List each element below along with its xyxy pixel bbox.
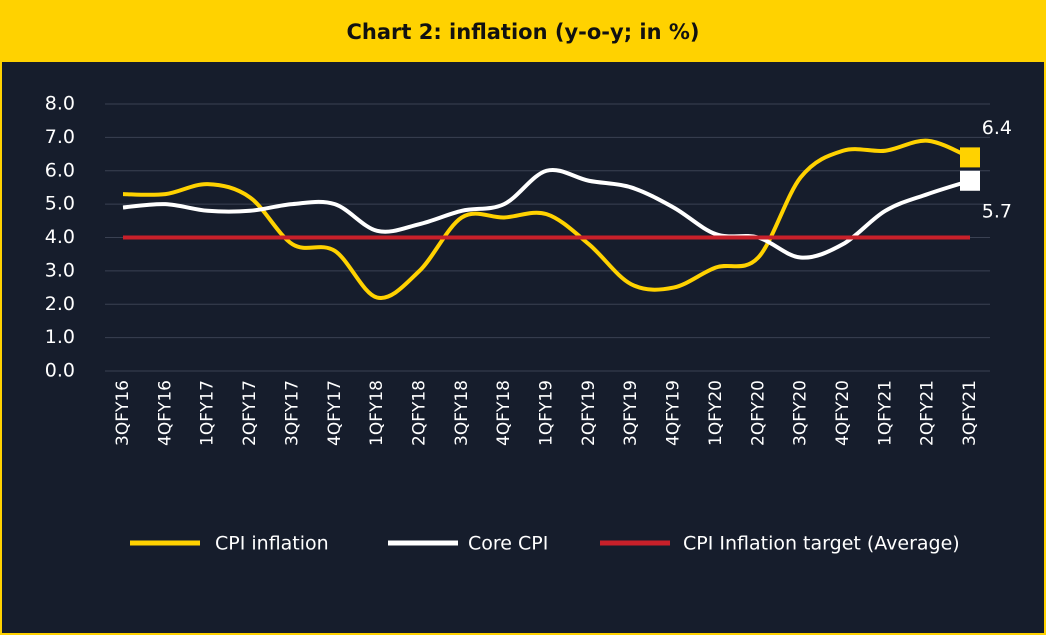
x-tick-label: 3QFY18 — [452, 380, 472, 446]
x-tick-label: 2QFY20 — [748, 380, 768, 446]
x-tick-label: 2QFY19 — [579, 380, 599, 446]
legend-label: CPI inflation — [215, 533, 329, 555]
series-line — [122, 167, 971, 260]
legend-label: CPI Inflation target (Average) — [683, 533, 960, 555]
series-line — [122, 138, 971, 300]
x-tick-label: 2QFY21 — [918, 380, 938, 446]
x-tick-label: 1QFY21 — [875, 380, 895, 446]
y-tick-label: 0.0 — [45, 360, 75, 382]
data-label: 6.4 — [982, 117, 1012, 139]
x-tick-label: 2QFY18 — [409, 380, 429, 446]
chart-title: Chart 2: inflation (y-o-y; in %) — [346, 20, 699, 44]
x-tick-label: 1QFY20 — [706, 380, 726, 446]
header — [0, 0, 1046, 62]
end-marker — [960, 147, 980, 168]
x-tick-label: 3QFY21 — [960, 380, 980, 446]
y-tick-label: 1.0 — [45, 326, 75, 348]
x-tick-label: 3QFY19 — [621, 380, 641, 446]
x-tick-label: 4QFY16 — [155, 380, 175, 446]
x-tick-label: 2QFY17 — [240, 380, 260, 446]
legend-label: Core CPI — [468, 533, 548, 555]
x-tick-label: 3QFY20 — [791, 380, 811, 446]
y-tick-label: 5.0 — [45, 193, 75, 215]
x-tick-label: 4QFY18 — [494, 380, 514, 446]
y-tick-label: 8.0 — [45, 93, 75, 115]
x-tick-label: 4QFY20 — [833, 380, 853, 446]
x-tick-label: 1QFY19 — [537, 380, 557, 446]
y-tick-label: 7.0 — [45, 126, 75, 148]
y-tick-label: 3.0 — [45, 259, 75, 281]
x-tick-label: 3QFY16 — [113, 380, 133, 446]
end-marker — [960, 170, 980, 191]
x-tick-label: 3QFY17 — [282, 380, 302, 446]
y-tick-label: 6.0 — [45, 159, 75, 181]
y-tick-label: 4.0 — [45, 226, 75, 248]
y-tick-label: 2.0 — [45, 293, 75, 315]
x-tick-label: 1QFY17 — [198, 380, 218, 446]
x-tick-label: 1QFY18 — [367, 380, 387, 446]
x-tick-label: 4QFY17 — [325, 380, 345, 446]
x-tick-label: 4QFY19 — [664, 380, 684, 446]
data-label: 5.7 — [982, 200, 1012, 222]
